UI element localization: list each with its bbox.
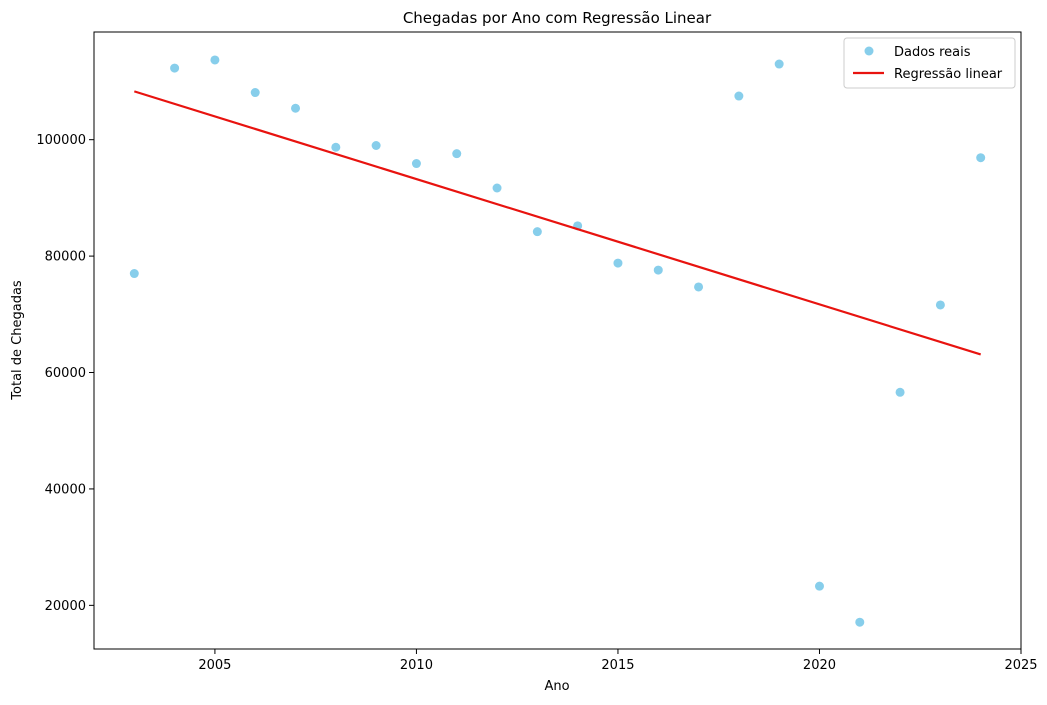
data-point — [734, 91, 744, 101]
legend-label-dados-reais: Dados reais — [894, 45, 971, 60]
chart-marks — [129, 55, 986, 627]
x-tick-label: 2010 — [400, 658, 433, 673]
chart-title: Chegadas por Ano com Regressão Linear — [403, 9, 712, 27]
x-axis-label: Ano — [544, 679, 569, 694]
data-point — [774, 59, 784, 69]
plot-area — [94, 32, 1021, 649]
plot-frame — [93, 31, 1022, 650]
x-axis-ticks: 2005 2010 2015 2020 2025 — [198, 649, 1038, 673]
regression-line — [133, 90, 982, 356]
data-point — [935, 300, 945, 310]
data-point — [170, 63, 180, 73]
x-tick-label: 2025 — [1004, 658, 1037, 673]
data-point — [694, 282, 704, 292]
data-point — [613, 258, 623, 268]
y-tick-label: 60000 — [45, 366, 86, 381]
y-tick-label: 40000 — [45, 482, 86, 497]
data-point — [250, 88, 260, 98]
data-point — [411, 159, 421, 169]
x-tick-label: 2020 — [803, 658, 836, 673]
legend-label-regressao: Regressão linear — [894, 67, 1003, 82]
legend-marker-dados-reais — [864, 46, 874, 56]
data-point — [532, 227, 542, 237]
data-point — [976, 153, 986, 163]
y-axis-label: Total de Chegadas — [10, 280, 25, 401]
y-tick-label: 20000 — [45, 599, 86, 614]
data-point — [331, 142, 341, 152]
data-point — [492, 183, 502, 193]
data-point — [129, 269, 139, 279]
data-point — [895, 387, 905, 397]
legend-box — [843, 37, 1016, 89]
data-point — [371, 141, 381, 151]
data-point — [210, 55, 220, 65]
x-tick-label: 2005 — [198, 658, 231, 673]
x-tick-label: 2015 — [601, 658, 634, 673]
y-axis-ticks: 20000 40000 60000 80000 100000 — [36, 133, 94, 614]
data-point — [814, 581, 824, 591]
data-point — [452, 149, 462, 159]
y-tick-label: 100000 — [36, 133, 86, 148]
legend: Dados reais Regressão linear — [843, 37, 1016, 89]
data-point — [653, 265, 663, 275]
data-point — [855, 617, 865, 627]
data-point — [291, 103, 301, 113]
y-tick-label: 80000 — [45, 250, 86, 265]
